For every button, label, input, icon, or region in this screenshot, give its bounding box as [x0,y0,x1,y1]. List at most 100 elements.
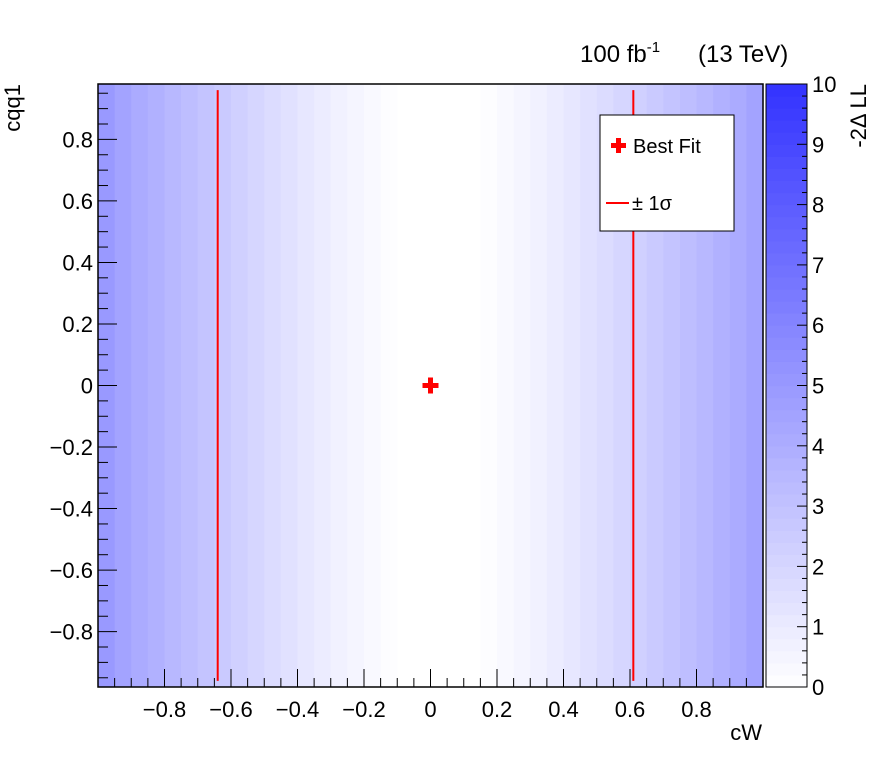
x-tick-label: −0.4 [276,697,319,722]
y-tick-label: 0.6 [62,189,93,214]
colorbar-segment [766,602,807,616]
colorbar-segment [766,84,807,97]
colorbar-segment [766,168,807,182]
y-tick-label: −0.6 [50,558,93,583]
colorbar-segment [766,506,807,519]
x-tick-label: −0.2 [342,697,385,722]
colorbar-segment [766,554,807,567]
header-luminosity-sup: -1 [647,39,660,56]
heatmap-cell [563,84,581,687]
heatmap-cell [729,84,747,687]
colorbar-segment [766,409,807,423]
colorbar-segment [766,421,807,435]
colorbar-label: -2Δ LL [846,84,871,148]
header-luminosity: 100 fb-1 [580,39,660,68]
colorbar-tick-label: 1 [812,615,824,640]
colorbar-segment [766,132,807,145]
colorbar-segment [766,626,807,640]
x-tick-label: 0.8 [681,697,712,722]
colorbar-segment [766,325,807,338]
heatmap-cell [447,84,465,687]
colorbar-segment [766,457,807,471]
heatmap-cell [114,84,132,687]
colorbar-segment [766,349,807,362]
colorbar-segment [766,240,807,254]
colorbar-segment [766,204,807,218]
colorbar-segment [766,481,807,495]
heatmap-cell [513,84,531,687]
header-energy: (13 TeV) [698,41,788,68]
heatmap-cell [746,84,764,687]
heatmap-cell [264,84,282,687]
colorbar-segment [766,614,807,628]
x-tick-label: 0.2 [482,697,513,722]
colorbar-segment [766,590,807,604]
heatmap-cell [297,84,315,687]
heatmap-cell [131,84,149,687]
colorbar-segment [766,373,807,387]
axes: −0.8 −0.6 −0.4 −0.2 0 0.2 0.4 0.6 0.8 0.8 0.6 0.4 0.… [50,83,764,722]
heatmap [98,84,764,687]
colorbar-tick-label: 3 [812,494,824,519]
heatmap-cell [247,84,265,687]
x-tick-label: 0.4 [548,697,579,722]
y-tick-label: −0.2 [50,435,93,460]
colorbar-segment [766,638,807,652]
colorbar-segment [766,156,807,170]
colorbar-segment [766,469,807,483]
colorbar-segment [766,192,807,206]
legend-frame [599,114,735,232]
heatmap-cell [314,84,332,687]
colorbar-segment [766,120,807,133]
heatmap-cell [380,84,398,687]
heatmap-cell [463,84,481,687]
colorbar-segment [766,301,807,314]
heatmap-cell [580,84,598,687]
colorbar-segment [766,337,807,350]
colorbar-segment [766,276,807,290]
legend-best-fit-marker [611,138,626,153]
x-tick-label: −0.8 [143,697,186,722]
heatmap-cell [546,84,565,687]
heatmap-cell [397,84,415,687]
colorbar-segment [766,662,807,676]
heatmap-cell [646,84,664,687]
heatmap-cell [413,84,432,687]
colorbar-segment [766,216,807,230]
y-tick-label: 0.8 [62,127,93,152]
x-axis-label: cW [730,720,762,745]
heatmap-cell [164,84,182,687]
colorbar-segment [766,228,807,242]
colorbar-segment [766,445,807,459]
best-fit-marker-v [428,377,433,394]
colorbar-segment [766,385,807,399]
y-axis-label: cqq1 [0,84,25,132]
colorbar-segment [766,494,807,507]
legend-box: Best Fit ± 1σ [599,114,735,232]
y-tick-label: −0.8 [50,620,93,645]
colorbar-segment [766,264,807,278]
heatmap-cell [347,84,365,687]
colorbar-segment [766,361,807,375]
y-tick-label: −0.4 [50,497,93,522]
heatmap-cell [679,84,698,687]
colorbar-segment [766,252,807,266]
x-tick-label: 0 [424,697,436,722]
heatmap-cell [231,84,249,687]
legend-best-fit-label: Best Fit [633,136,701,158]
colorbar-segment [766,108,807,121]
y-tick-label: 0.2 [62,312,93,337]
colorbar-segment [766,530,807,543]
heatmap-cell [530,84,548,687]
heatmap-cell [280,84,299,687]
colorbar-segment [766,542,807,555]
heatmap-cell [663,84,681,687]
x-tick-label: −0.6 [209,697,252,722]
colorbar-segment [766,433,807,447]
y-tick-label: 0.4 [62,250,93,275]
colorbar-tick-label: 4 [812,434,824,459]
colorbar-tick-label: 7 [812,253,824,278]
heatmap-cell [147,84,166,687]
x-tick-label: 0.6 [615,697,646,722]
heatmap-cell [613,84,631,687]
